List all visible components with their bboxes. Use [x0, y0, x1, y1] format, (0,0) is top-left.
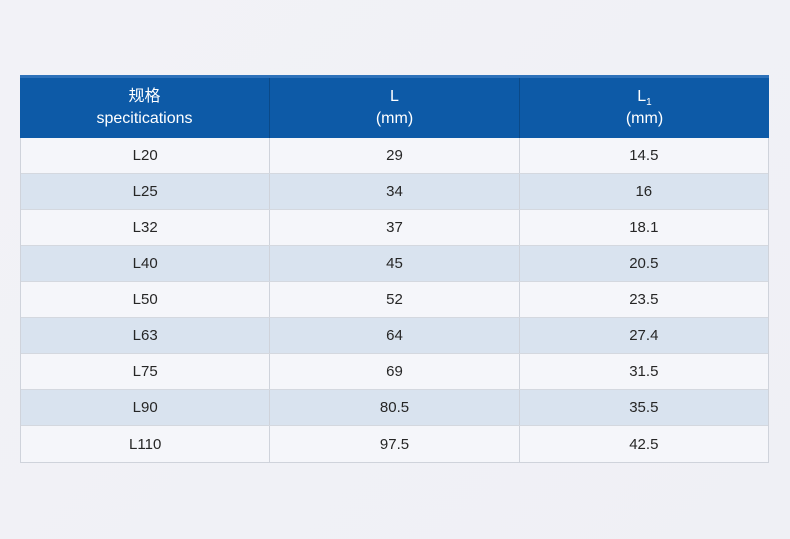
cell-l: 52 [270, 282, 520, 317]
header-l1-label: L1 [637, 88, 652, 109]
header-cell-spec: 规格 specitications [20, 78, 270, 138]
cell-spec: L25 [21, 174, 271, 209]
cell-l1: 18.1 [629, 219, 659, 236]
header-spec-zh: 规格 [128, 88, 161, 106]
cell-l: 29 [270, 138, 520, 173]
header-cell-l: L (mm) [270, 78, 520, 138]
table-row: L40 45 20.5 [21, 246, 768, 282]
cell-l1: 23.5 [629, 291, 659, 308]
header-l1-unit: (mm) [625, 110, 664, 127]
cell-spec: L110 [21, 426, 271, 462]
cell-l: 80.5 [270, 390, 520, 425]
header-spec-en: specitications [96, 110, 193, 127]
cell-l1: 31.5 [629, 363, 659, 380]
cell-spec: L75 [21, 354, 271, 389]
cell-l1: 27.4 [629, 327, 659, 344]
header-l-unit: (mm) [375, 110, 414, 127]
cell-spec: L63 [21, 318, 271, 353]
header-cell-l1: L1 (mm) [520, 78, 769, 138]
table-header: 规格 specitications L (mm) L1 (mm) [20, 75, 769, 138]
cell-l1: 20.5 [629, 255, 659, 272]
cell-spec: L90 [21, 390, 271, 425]
cell-spec: L40 [21, 246, 271, 281]
cell-l: 97.5 [270, 426, 520, 462]
cell-l1: 16 [635, 183, 653, 200]
table-row: L25 34 16 [21, 174, 768, 210]
table-row: L90 80.5 35.5 [21, 390, 768, 426]
table-row: L20 29 14.5 [21, 138, 768, 174]
table-row: L32 37 18.1 [21, 210, 768, 246]
cell-l: 69 [270, 354, 520, 389]
table-row: L110 97.5 42.5 [21, 426, 768, 462]
cell-l: 34 [270, 174, 520, 209]
table-body: L20 29 14.5 L25 34 16 L32 37 18.1 L40 45… [20, 138, 769, 463]
spec-table: 规格 specitications L (mm) L1 (mm) L20 29 … [20, 75, 769, 463]
cell-spec: L50 [21, 282, 271, 317]
table-row: L50 52 23.5 [21, 282, 768, 318]
cell-spec: L20 [21, 138, 271, 173]
cell-l: 37 [270, 210, 520, 245]
cell-spec: L32 [21, 210, 271, 245]
cell-l: 45 [270, 246, 520, 281]
header-l1-subscript: 1 [646, 97, 652, 109]
cell-l1: 42.5 [629, 435, 659, 453]
cell-l1: 35.5 [629, 399, 659, 416]
table-row: L63 64 27.4 [21, 318, 768, 354]
header-l-label: L [390, 88, 399, 106]
cell-l: 64 [270, 318, 520, 353]
table-row: L75 69 31.5 [21, 354, 768, 390]
cell-l1: 14.5 [629, 147, 659, 164]
